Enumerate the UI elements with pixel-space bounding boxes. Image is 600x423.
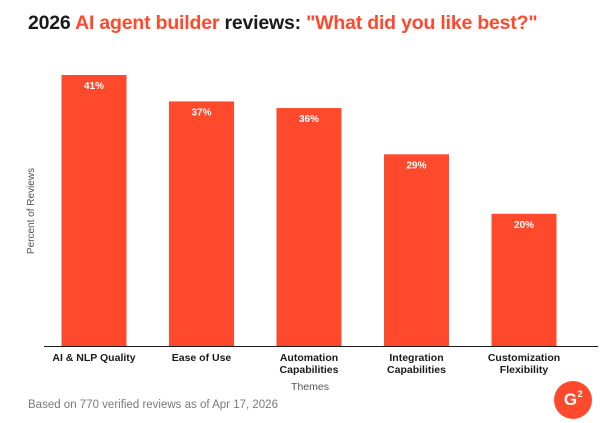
data-label-5: 20% [514,220,534,231]
g2-logo-letter: G [563,390,577,409]
bar-5 [491,213,557,346]
bar-4 [384,154,449,346]
y-axis-label: Percent of Reviews [26,168,37,254]
footnote: Based on 770 verified reviews as of Apr … [28,399,278,411]
tick-label-line: Automation [280,352,338,364]
tick-label-line: AI & NLP Quality [52,352,135,364]
x-axis-label: Themes [291,381,329,393]
title-accent-2: "What did you like best?" [306,12,538,34]
title-part-1: 2026 [28,12,76,34]
bar-2 [169,101,234,346]
tick-label-line: Capabilities [280,364,339,376]
tick-label-line: Flexibility [500,364,549,376]
data-label-4: 29% [406,160,426,171]
tick-label-line: Capabilities [387,364,446,376]
data-label-3: 36% [299,114,319,125]
tick-label-5: Customization Flexibility [488,352,560,376]
tick-label-1: AI & NLP Quality [52,352,135,364]
tick-label-line: Customization [488,352,560,364]
data-label-2: 37% [191,107,211,118]
tick-label-3: Automation Capabilities [280,352,339,376]
tick-label-2: Ease of Use [172,352,232,364]
g2-logo-sup: 2 [577,389,583,399]
tick-label-line: Ease of Use [172,352,232,364]
bar-1 [61,75,127,346]
tick-label-4: Integration Capabilities [387,352,446,376]
chart-title: 2026 AI agent builder reviews: "What did… [28,9,548,38]
title-part-2: reviews: [219,12,307,34]
data-label-1: 41% [84,81,104,92]
title-accent-1: AI agent builder [75,12,220,34]
tick-label-line: Integration [389,352,443,364]
bar-3 [276,108,342,346]
